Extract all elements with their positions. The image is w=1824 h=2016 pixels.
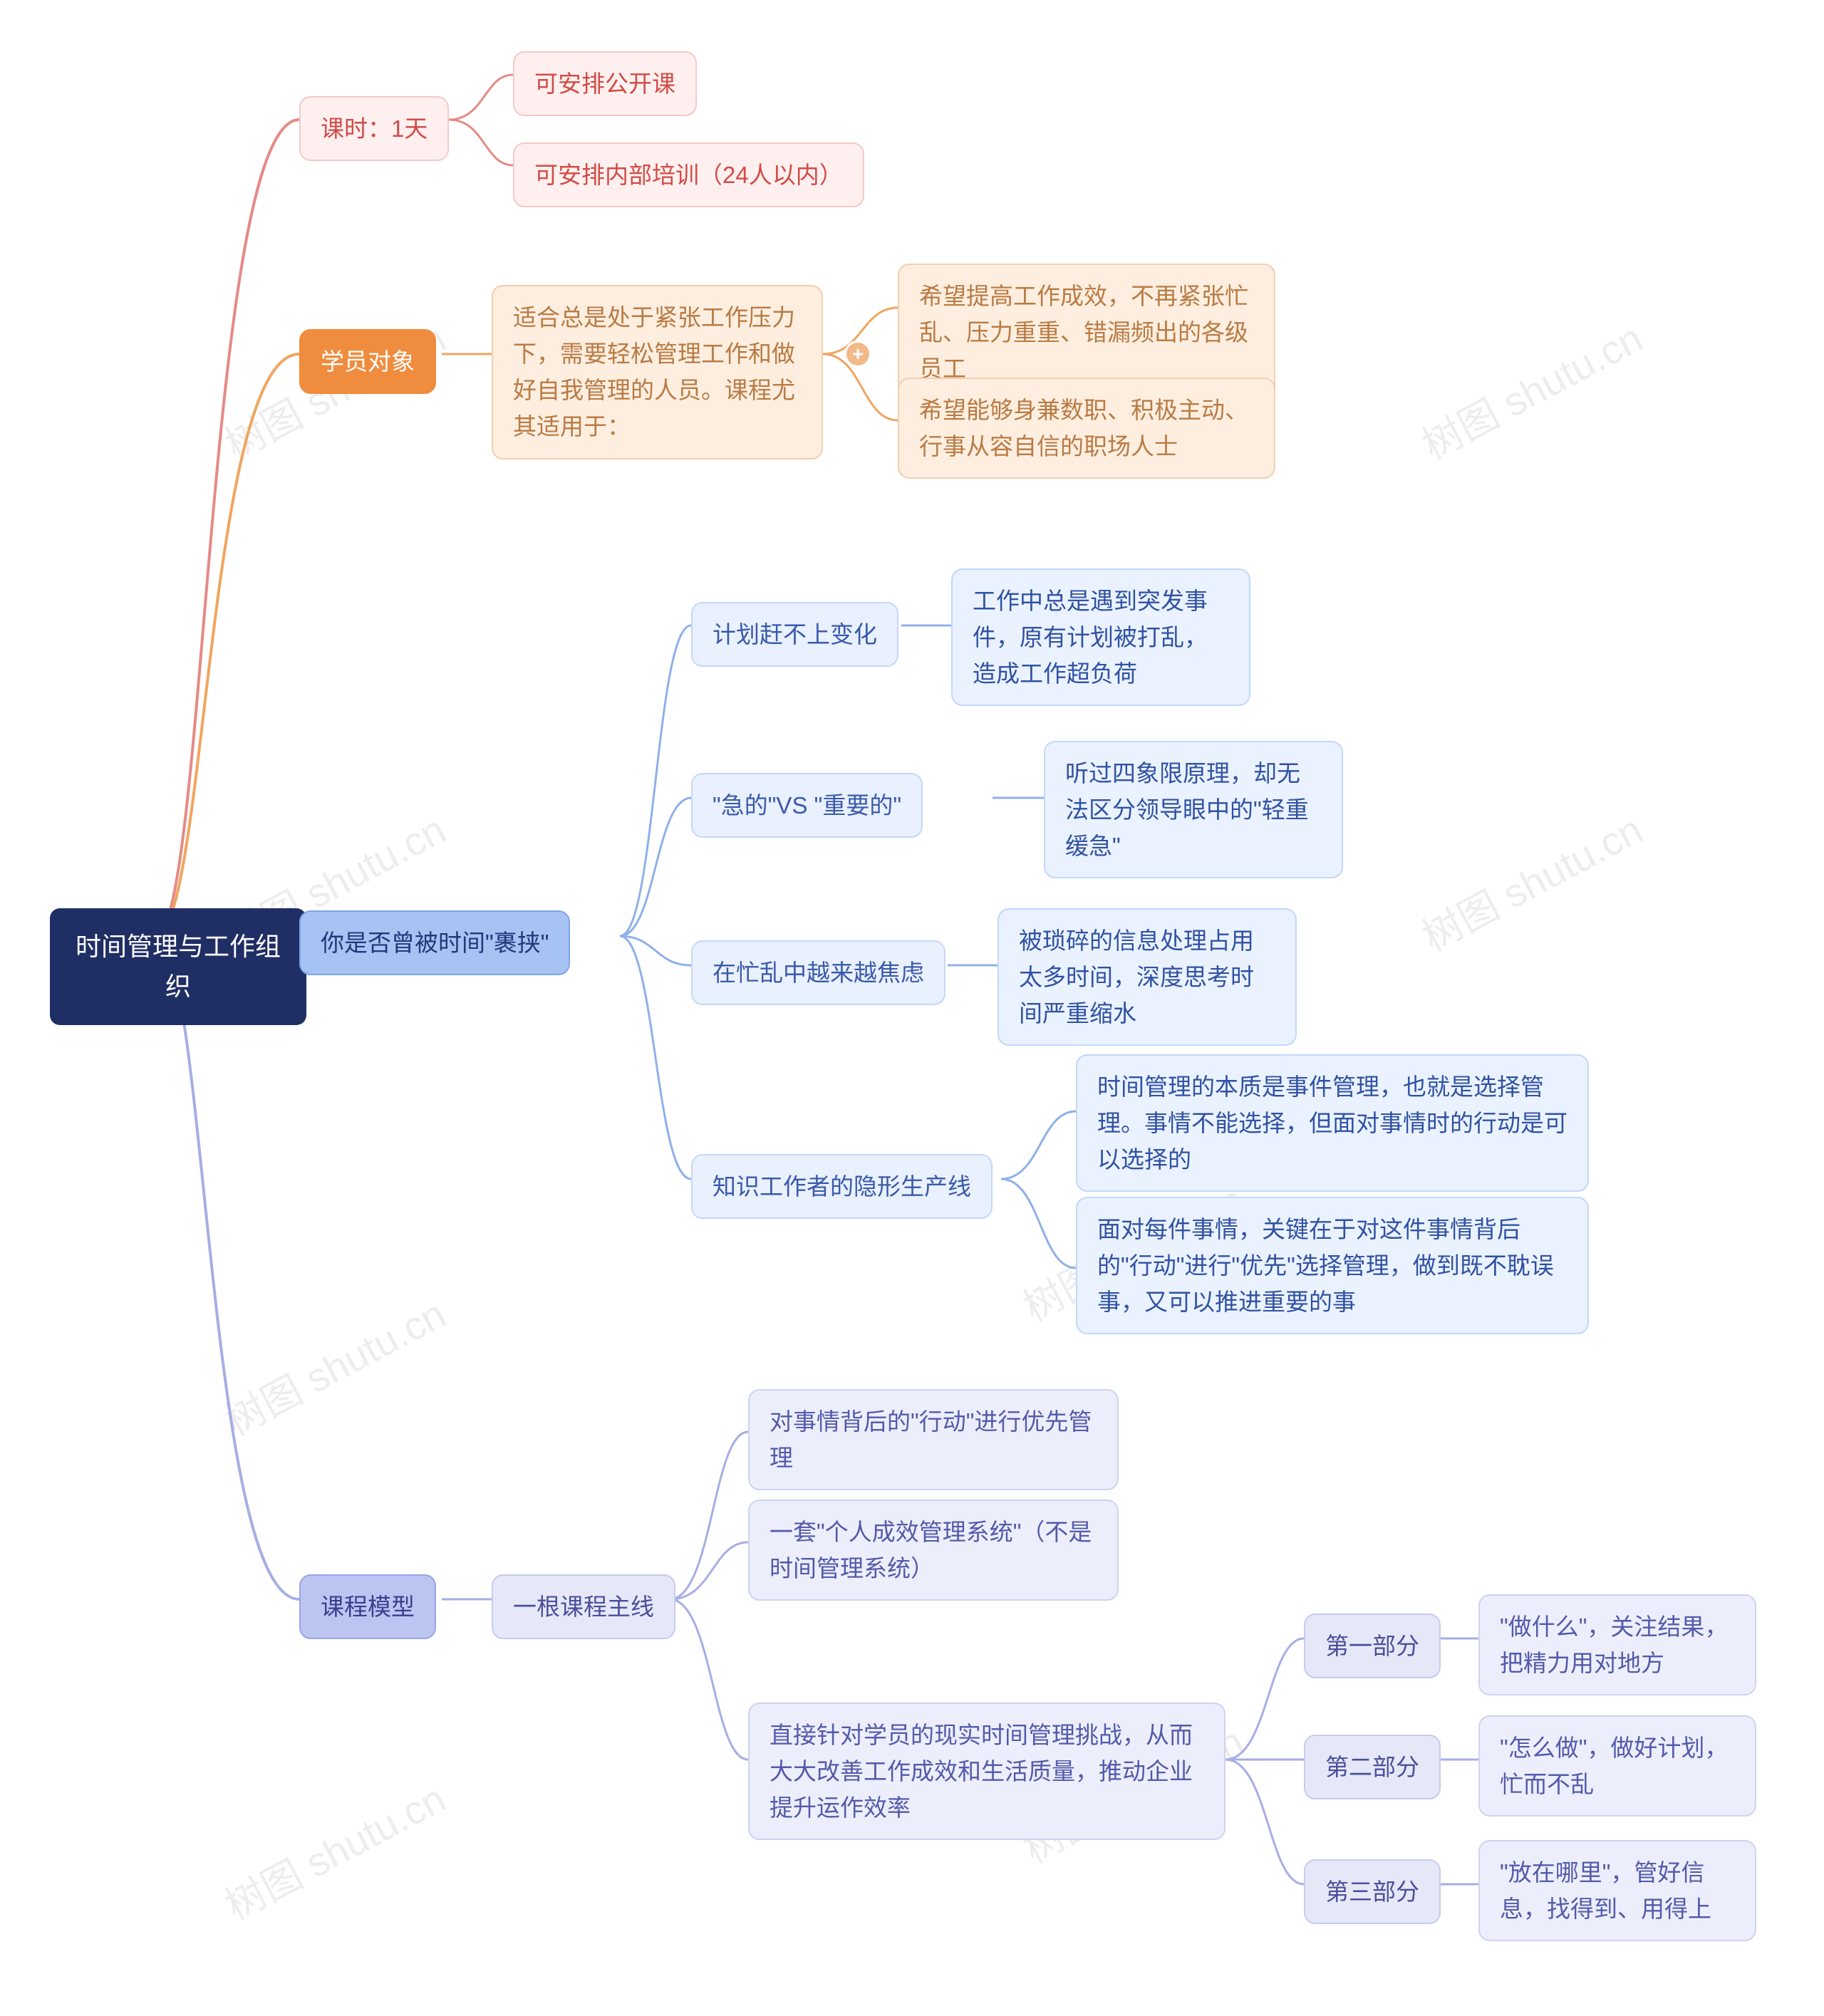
node-urgent-vs-important[interactable]: "急的"VS "重要的": [691, 773, 923, 838]
node-part-2[interactable]: 第二部分: [1304, 1735, 1441, 1799]
expand-icon[interactable]: +: [844, 341, 871, 368]
node-mainline[interactable]: 一根课程主线: [492, 1574, 675, 1639]
node-part-2-desc: "怎么做"，做好计划，忙而不乱: [1478, 1715, 1756, 1817]
node-anxiety[interactable]: 在忙乱中越来越焦虑: [691, 940, 945, 1005]
node-hijacked[interactable]: 你是否曾被时间"裹挟": [299, 910, 570, 975]
node-part-3[interactable]: 第三部分: [1304, 1859, 1441, 1924]
node-part-3-desc: "放在哪里"，管好信息，找得到、用得上: [1478, 1840, 1756, 1941]
node-urgent-vs-important-desc: 听过四象限原理，却无法区分领导眼中的"轻重缓急": [1044, 741, 1343, 878]
node-knowledge-worker-child-2: 面对每件事情，关键在于对这件事情背后的"行动"进行"优先"选择管理，做到既不耽误…: [1076, 1197, 1589, 1334]
node-model-child-1[interactable]: 对事情背后的"行动"进行优先管理: [748, 1389, 1119, 1490]
node-part-1[interactable]: 第一部分: [1304, 1614, 1441, 1678]
node-knowledge-worker-child-1: 时间管理的本质是事件管理，也就是选择管理。事情不能选择，但面对事情时的行动是可以…: [1076, 1054, 1589, 1192]
node-public-course[interactable]: 可安排公开课: [513, 51, 697, 116]
node-internal-training[interactable]: 可安排内部培训（24人以内）: [513, 142, 864, 207]
node-knowledge-worker[interactable]: 知识工作者的隐形生产线: [691, 1154, 993, 1219]
node-model-child-2[interactable]: 一套"个人成效管理系统"（不是时间管理系统）: [748, 1500, 1119, 1601]
node-plan-change[interactable]: 计划赶不上变化: [691, 602, 898, 667]
node-plan-change-desc: 工作中总是遇到突发事件，原有计划被打乱，造成工作超负荷: [951, 568, 1250, 706]
node-model[interactable]: 课程模型: [299, 1574, 436, 1639]
node-audience[interactable]: 学员对象: [299, 329, 436, 394]
node-audience-child-2[interactable]: 希望能够身兼数职、积极主动、行事从容自信的职场人士: [898, 378, 1275, 479]
node-duration[interactable]: 课时：1天: [299, 96, 449, 161]
node-audience-desc[interactable]: 适合总是处于紧张工作压力下，需要轻松管理工作和做好自我管理的人员。课程尤其适用于…: [492, 285, 823, 459]
node-model-child-3[interactable]: 直接针对学员的现实时间管理挑战，从而大大改善工作成效和生活质量，推动企业提升运作…: [748, 1703, 1226, 1840]
node-anxiety-desc: 被琐碎的信息处理占用太多时间，深度思考时间严重缩水: [998, 908, 1297, 1046]
mindmap-canvas: 树图 shutu.cn 树图 shutu.cn 树图 shutu.cn 树图 s…: [0, 0, 1824, 2016]
node-part-1-desc: "做什么"，关注结果，把精力用对地方: [1478, 1594, 1756, 1695]
root-node[interactable]: 时间管理与工作组织: [50, 908, 306, 1025]
